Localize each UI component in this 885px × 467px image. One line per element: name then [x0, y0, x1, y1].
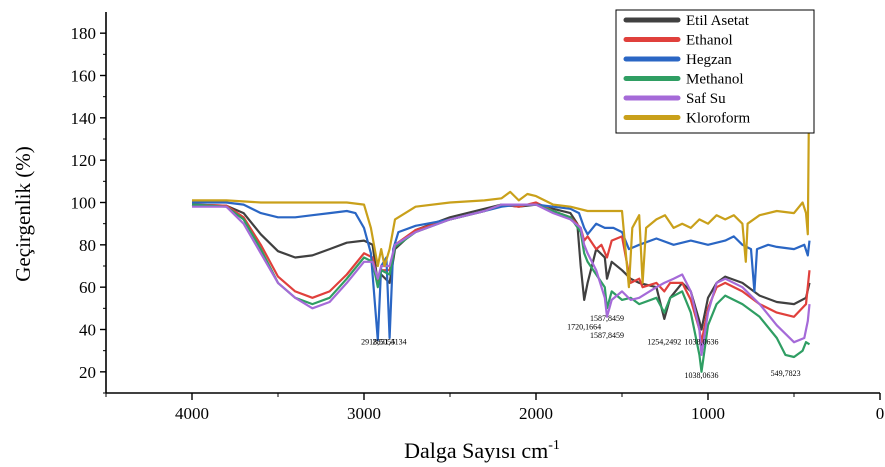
series-line-hegzan: [192, 201, 811, 342]
x-tick-label: 4000: [175, 404, 209, 423]
x-axis-title-text: Dalga Sayısı cm: [404, 438, 548, 463]
x-tick-label: 0: [876, 404, 885, 423]
series-line-etil-asetat: [191, 203, 811, 331]
peak-annotation: 1720,1664: [567, 323, 601, 332]
legend-label: Methanol: [686, 72, 744, 88]
legend-label: Ethanol: [686, 33, 733, 49]
peak-annotation: 1587,8459: [590, 331, 624, 340]
y-tick-label: 160: [71, 67, 97, 86]
y-axis-title: Geçirgenlik (%): [11, 146, 35, 281]
x-tick-label: 1000: [691, 404, 725, 423]
peak-annotation: 1038,0636: [684, 371, 718, 380]
plot-area: 20 40 60 80 100 120 140 160 180 4000 3000 2000 1000 0…: [71, 12, 885, 423]
x-axis-title-superscript: -1: [548, 438, 560, 453]
legend-label: Hegzan: [686, 52, 732, 68]
legend: Etil Asetat Ethanol Hegzan Methanol Saf Su Kl…: [615, 9, 815, 134]
peak-annotation: 549,7823: [771, 369, 801, 378]
legend-label: Kloroform: [686, 111, 750, 127]
y-tick-label: 60: [79, 278, 96, 297]
y-tick-label: 100: [71, 194, 97, 213]
legend-label: Etil Asetat: [686, 13, 750, 29]
y-tick-label: 80: [79, 236, 96, 255]
y-tick-label: 180: [71, 24, 97, 43]
legend-box: [615, 9, 815, 134]
y-tick-label: 20: [79, 363, 96, 382]
x-tick-label: 2000: [519, 404, 553, 423]
x-tick-label: 3000: [347, 404, 381, 423]
series-line-methanol: [191, 203, 811, 373]
peak-annotation: 2851,4134: [373, 337, 407, 346]
y-tick-label: 40: [79, 321, 96, 340]
peak-annotation: 1254,2492: [647, 337, 681, 346]
series-line-ethanol: [191, 201, 811, 344]
peak-annotation: 1587,8459: [590, 314, 624, 323]
peak-annotation: 1038,0636: [684, 337, 718, 346]
y-tick-label: 120: [71, 151, 97, 170]
peak-annotation: 2918,5055: [361, 337, 395, 346]
series-line-kloroform: [192, 49, 812, 289]
series-line-saf-su: [192, 203, 811, 356]
x-axis-title: Dalga Sayısı cm-1: [404, 438, 560, 463]
legend-label: Saf Su: [686, 91, 726, 107]
y-tick-label: 140: [71, 109, 97, 128]
